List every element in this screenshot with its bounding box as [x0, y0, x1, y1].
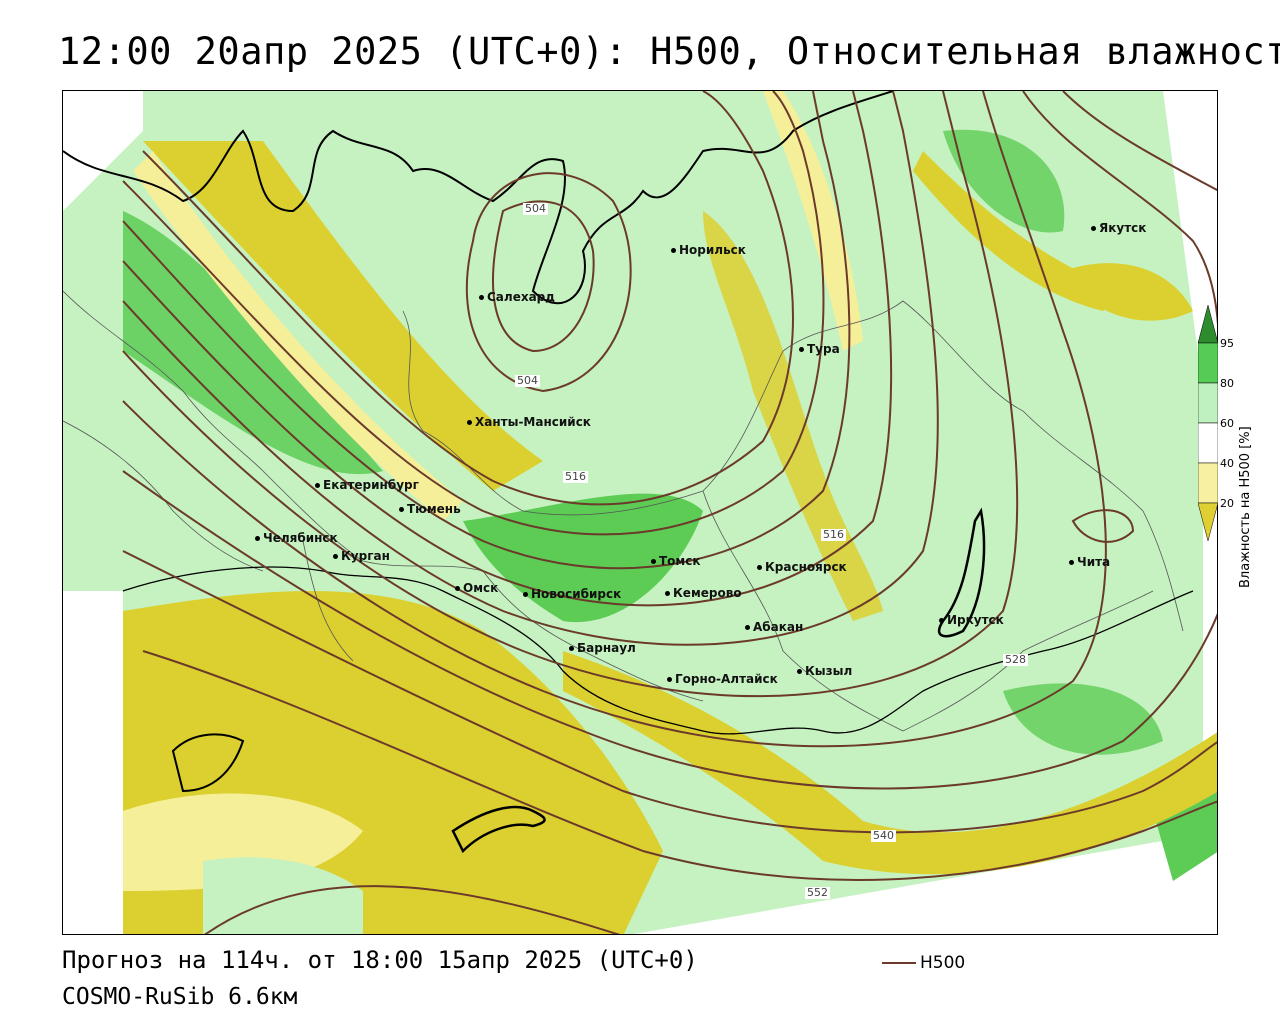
city-marker-icon [745, 625, 750, 630]
weather-map[interactable]: 504 504 516 516 528 540 552 Якутск Норил… [62, 90, 1218, 935]
city-marker-icon [1069, 560, 1074, 565]
model-name: COSMO-RuSib 6.6км [62, 984, 298, 1010]
city-marker-icon [939, 618, 944, 623]
city-marker-icon [523, 592, 528, 597]
city-marker-icon [333, 554, 338, 559]
wet-zone [1003, 683, 1163, 755]
aral-sea [171, 733, 245, 793]
city-marker-icon [1091, 226, 1096, 231]
city-kemerovo[interactable]: Кемерово [665, 586, 742, 600]
arctic-coastline [63, 91, 894, 305]
city-marker-icon [569, 646, 574, 651]
wet-zone [943, 129, 1065, 233]
city-chelyabinsk[interactable]: Челябинск [255, 531, 338, 545]
legend-tick: 40 [1220, 457, 1234, 470]
legend-tick: 60 [1220, 417, 1234, 430]
legend-tick: 80 [1220, 377, 1234, 390]
city-yakutsk[interactable]: Якутск [1091, 221, 1146, 235]
wet-zone [123, 211, 383, 475]
city-tura[interactable]: Тура [799, 342, 840, 356]
contour-legend: H500 [882, 953, 965, 973]
humidity-legend: 95 80 60 40 20 [1197, 304, 1234, 545]
dry-band [143, 141, 543, 491]
city-marker-icon [399, 507, 404, 512]
city-omsk[interactable]: Омск [455, 581, 498, 595]
h500-contours [122, 91, 1217, 934]
city-khanty-mansiysk[interactable]: Ханты-Мансийск [467, 415, 591, 429]
isoline-label: 516 [563, 470, 588, 483]
legend-colorbar [1197, 304, 1219, 542]
city-marker-icon [455, 586, 460, 591]
city-marker-icon [479, 295, 484, 300]
map-canvas [63, 91, 1217, 934]
dry-streak [703, 211, 883, 621]
city-kurgan[interactable]: Курган [333, 549, 390, 563]
city-irkutsk[interactable]: Иркутск [939, 613, 1004, 627]
city-marker-icon [799, 347, 804, 352]
forecast-info: Прогноз на 114ч. от 18:00 15апр 2025 (UT… [62, 946, 698, 974]
city-kyzyl[interactable]: Кызыл [797, 664, 852, 678]
city-marker-icon [651, 559, 656, 564]
city-yekaterinburg[interactable]: Екатеринбург [315, 478, 419, 492]
city-marker-icon [665, 591, 670, 596]
city-norilsk[interactable]: Норильск [671, 243, 746, 257]
city-gorno-altaysk[interactable]: Горно-Алтайск [667, 672, 778, 686]
city-abakan[interactable]: Абакан [745, 620, 803, 634]
city-salekhard[interactable]: Салехард [479, 290, 555, 304]
isoline-label: 504 [523, 202, 548, 215]
no-data-area [1163, 91, 1217, 934]
city-marker-icon [797, 669, 802, 674]
no-data-area [634, 831, 1217, 934]
dry-band-light [133, 151, 463, 521]
city-marker-icon [667, 677, 672, 682]
isoline-label: 528 [1003, 653, 1028, 666]
city-marker-icon [671, 248, 676, 253]
dry-patch-yakutsk [1063, 263, 1193, 321]
contour-line-icon [882, 962, 916, 964]
city-krasnoyarsk[interactable]: Красноярск [757, 560, 847, 574]
city-novosibirsk[interactable]: Новосибирск [523, 587, 621, 601]
lake-baikal [937, 507, 986, 638]
isoline-label: 540 [871, 829, 896, 842]
city-barnaul[interactable]: Барнаул [569, 641, 636, 655]
moist-patch [203, 857, 363, 934]
isoline-label: 516 [821, 528, 846, 541]
city-marker-icon [255, 536, 260, 541]
isoline-label: 504 [515, 374, 540, 387]
lake-balkhash [451, 805, 546, 854]
map-title: 12:00 20апр 2025 (UTC+0): H500, Относите… [58, 30, 1280, 73]
wet-zone-novosibirsk [463, 493, 703, 623]
no-data-area [63, 591, 123, 934]
dry-streak-light [763, 91, 863, 351]
legend-title: Влажность на H500 [%] [1238, 426, 1253, 588]
legend-tick: 95 [1220, 337, 1234, 350]
city-marker-icon [757, 565, 762, 570]
city-tomsk[interactable]: Томск [651, 554, 701, 568]
legend-tick: 20 [1220, 497, 1234, 510]
city-marker-icon [315, 483, 320, 488]
city-tyumen[interactable]: Тюмень [399, 502, 461, 516]
no-data-area [63, 91, 143, 211]
dry-band-south [563, 651, 1217, 875]
city-marker-icon [467, 420, 472, 425]
city-chita[interactable]: Чита [1069, 555, 1110, 569]
isoline-label: 552 [805, 886, 830, 899]
